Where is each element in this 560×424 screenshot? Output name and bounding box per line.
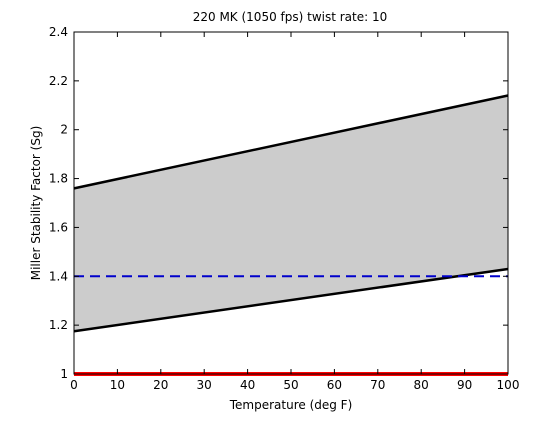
band-lower-line — [73, 267, 509, 333]
stability-band-fill — [74, 95, 508, 332]
x-tick-label: 40 — [240, 378, 255, 392]
y-tick-label: 2 — [60, 123, 68, 137]
y-tick-label: 1.6 — [49, 220, 68, 234]
x-tick-label: 60 — [327, 378, 342, 392]
x-tick-label: 70 — [370, 378, 385, 392]
x-tick-label: 0 — [70, 378, 78, 392]
x-tick-label: 90 — [457, 378, 472, 392]
y-tick-label: 1 — [60, 367, 68, 381]
y-axis-title: Miller Stability Factor (Sg) — [29, 126, 43, 281]
x-tick-label: 80 — [414, 378, 429, 392]
x-axis-title: Temperature (deg F) — [229, 398, 353, 412]
y-tick-label: 1.4 — [49, 269, 68, 283]
y-tick-label: 2.2 — [49, 74, 68, 88]
x-tick-label: 100 — [497, 378, 520, 392]
x-tick-label: 30 — [197, 378, 212, 392]
y-tick-label: 1.8 — [49, 172, 68, 186]
chart-title: 220 MK (1050 fps) twist rate: 10 — [193, 10, 388, 24]
y-tick-label: 1.2 — [49, 318, 68, 332]
x-tick-label: 10 — [110, 378, 125, 392]
y-tick-label: 2.4 — [49, 25, 68, 39]
x-tick-label: 50 — [283, 378, 298, 392]
band-upper-line — [73, 94, 509, 190]
x-tick-label: 20 — [153, 378, 168, 392]
